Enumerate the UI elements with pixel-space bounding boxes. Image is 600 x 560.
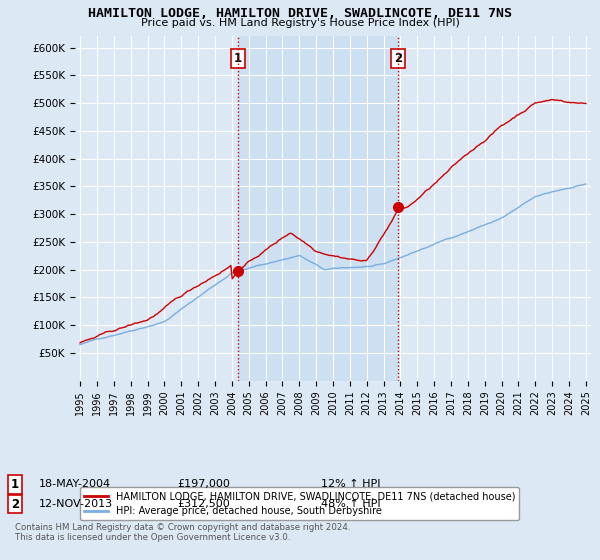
Text: 1: 1 [234, 52, 242, 66]
Legend: HAMILTON LODGE, HAMILTON DRIVE, SWADLINCOTE, DE11 7NS (detached house), HPI: Ave: HAMILTON LODGE, HAMILTON DRIVE, SWADLINC… [80, 487, 519, 520]
Text: 2: 2 [11, 497, 19, 511]
Text: £197,000: £197,000 [177, 479, 230, 489]
Text: 48% ↑ HPI: 48% ↑ HPI [321, 499, 380, 509]
Text: 2: 2 [394, 52, 403, 66]
Text: This data is licensed under the Open Government Licence v3.0.: This data is licensed under the Open Gov… [15, 533, 290, 542]
Text: HAMILTON LODGE, HAMILTON DRIVE, SWADLINCOTE, DE11 7NS: HAMILTON LODGE, HAMILTON DRIVE, SWADLINC… [88, 7, 512, 20]
Text: 12% ↑ HPI: 12% ↑ HPI [321, 479, 380, 489]
Text: 1: 1 [11, 478, 19, 491]
Bar [238, 36, 398, 381]
Text: Price paid vs. HM Land Registry's House Price Index (HPI): Price paid vs. HM Land Registry's House … [140, 18, 460, 29]
Text: 12-NOV-2013: 12-NOV-2013 [39, 499, 113, 509]
Text: Contains HM Land Registry data © Crown copyright and database right 2024.: Contains HM Land Registry data © Crown c… [15, 523, 350, 532]
Text: 18-MAY-2004: 18-MAY-2004 [39, 479, 111, 489]
Text: £312,500: £312,500 [177, 499, 230, 509]
